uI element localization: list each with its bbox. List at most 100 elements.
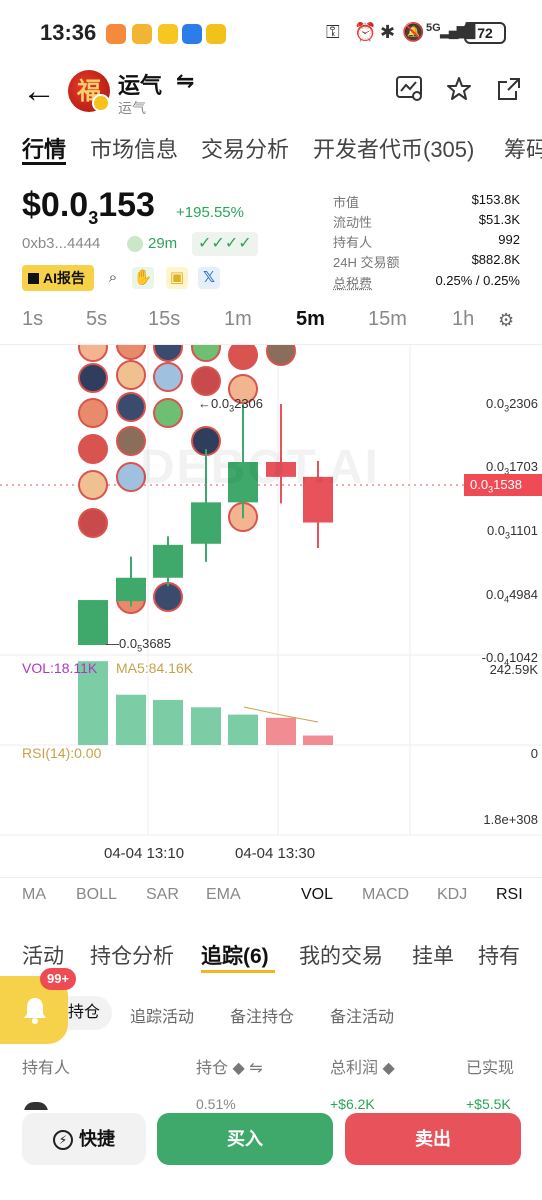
- indicator-sar[interactable]: SAR: [146, 886, 179, 904]
- volume-label: VOL:18.11K: [22, 660, 97, 676]
- column-realized[interactable]: 已实现: [466, 1054, 514, 1078]
- volume-max-label: 242.59K: [490, 662, 538, 677]
- tab-holding-analysis[interactable]: 持仓分析: [90, 940, 174, 970]
- volume-bar: [191, 707, 221, 745]
- bell-icon: [22, 996, 48, 1024]
- tab-underline: [201, 970, 275, 973]
- indicator-vol[interactable]: VOL: [301, 886, 333, 904]
- price-change: +195.55%: [176, 204, 244, 221]
- indicator-kdj[interactable]: KDJ: [437, 886, 467, 904]
- subtab-noted-activity[interactable]: 备注活动: [330, 1003, 394, 1027]
- token-age: 29m: [148, 235, 177, 252]
- indicator-macd[interactable]: MACD: [362, 886, 409, 904]
- hand-icon[interactable]: ✋: [132, 267, 154, 289]
- indicator-ema[interactable]: EMA: [206, 886, 241, 904]
- security-checks[interactable]: ✓✓✓✓: [192, 232, 258, 256]
- chart-share-icon[interactable]: [396, 76, 424, 109]
- app-notification-icon: [132, 24, 152, 44]
- lightning-icon: ⚡: [53, 1130, 73, 1150]
- column-total-profit[interactable]: 总利润 ◆: [330, 1054, 395, 1078]
- quick-trade-button[interactable]: ⚡ 快捷: [22, 1113, 146, 1165]
- trader-avatar: [154, 583, 182, 611]
- token-subname: 运气: [118, 98, 146, 118]
- stat-label[interactable]: 总税费: [333, 273, 372, 292]
- price-chart[interactable]: [0, 345, 542, 875]
- rsi-max-label: 1.8e+308: [483, 812, 538, 827]
- tab-chips[interactable]: 筹码: [504, 132, 542, 164]
- status-bar: 13:36 ⚿ ⏰ ✱ 🔕 5G ▂▄▆█ 72: [0, 0, 542, 68]
- battery-indicator: 72: [464, 22, 506, 44]
- subtab-noted-holdings[interactable]: 备注持仓: [230, 1003, 294, 1027]
- volume-bar: [303, 736, 333, 745]
- interval-1s[interactable]: 1s: [22, 308, 43, 331]
- sell-button[interactable]: 卖出: [345, 1113, 521, 1165]
- volume-bar: [228, 715, 258, 745]
- mute-icon: 🔕: [402, 22, 424, 43]
- indicator-rsi[interactable]: RSI: [496, 886, 523, 904]
- tab-my-trades[interactable]: 我的交易: [299, 940, 383, 970]
- buy-button[interactable]: 买入: [157, 1113, 333, 1165]
- network-label: 5G: [426, 22, 441, 34]
- y-axis-label: 0.032306: [486, 396, 538, 414]
- stat-value: 992: [498, 232, 520, 247]
- search-icon[interactable]: ⌕: [102, 267, 124, 289]
- stat-value: $51.3K: [479, 212, 520, 227]
- notification-badge: 99+: [40, 968, 76, 990]
- stat-label: 流动性: [333, 212, 372, 231]
- column-holder[interactable]: 持有人: [22, 1054, 70, 1078]
- interval-1m[interactable]: 1m: [224, 308, 252, 331]
- chain-badge-icon: [92, 94, 110, 112]
- indicator-boll[interactable]: BOLL: [76, 886, 117, 904]
- interval-5m[interactable]: 5m: [296, 308, 325, 331]
- trader-avatar: [117, 393, 145, 421]
- interval-5s[interactable]: 5s: [86, 308, 107, 331]
- contract-address[interactable]: 0xb3...4444: [22, 235, 100, 252]
- stat-label: 持有人: [333, 232, 372, 251]
- trader-avatar: [117, 361, 145, 389]
- ai-report-button[interactable]: AI报告: [22, 265, 94, 291]
- trader-avatar: [154, 345, 182, 361]
- tab-underline: [22, 162, 66, 165]
- interval-1h[interactable]: 1h: [452, 308, 474, 331]
- ma5-label: MA5:84.16K: [116, 660, 193, 676]
- candle-body: [153, 545, 183, 578]
- indicator-ma[interactable]: MA: [22, 886, 46, 904]
- tab-holdings[interactable]: 持有: [478, 940, 520, 970]
- y-axis-label: 0.044984: [486, 587, 538, 605]
- bluetooth-icon: ✱: [380, 22, 395, 43]
- y-axis-label: 0.031101: [487, 523, 538, 541]
- trader-avatar: [267, 345, 295, 365]
- alarm-icon: ⏰: [354, 22, 376, 43]
- interval-15m[interactable]: 15m: [368, 308, 407, 331]
- stat-label: 24H 交易额: [333, 252, 399, 271]
- subtab-tracking-activity[interactable]: 追踪活动: [130, 1003, 194, 1027]
- column-position[interactable]: 持仓 ◆ ⇋: [196, 1054, 263, 1078]
- share-icon[interactable]: [496, 76, 522, 109]
- stat-label: 市值: [333, 192, 359, 211]
- tab-dev-tokens[interactable]: 开发者代币(305): [313, 132, 474, 164]
- tab-market[interactable]: 行情: [22, 132, 66, 164]
- back-button[interactable]: ←: [22, 74, 56, 108]
- tab-orders[interactable]: 挂单: [412, 940, 454, 970]
- tab-tracking[interactable]: 追踪(6): [201, 940, 269, 970]
- star-icon[interactable]: [446, 76, 472, 109]
- tab-trade-analysis[interactable]: 交易分析: [201, 132, 289, 164]
- high-marker: ←0.032306: [198, 396, 263, 414]
- chart-settings-icon[interactable]: ⚙: [498, 310, 514, 331]
- trader-avatar: [79, 345, 107, 361]
- candle-body: [191, 502, 221, 543]
- current-price-tag: 0.031538: [464, 474, 542, 496]
- swap-icon[interactable]: ⇋: [176, 68, 194, 94]
- x-axis-time-label: 04-04 13:30: [235, 845, 315, 862]
- watermark: DEBOT.AI: [140, 440, 380, 495]
- trader-avatar: [192, 345, 220, 361]
- key-icon: ⚿: [326, 22, 340, 43]
- robot-icon[interactable]: ▣: [166, 267, 188, 289]
- token-name: 运气: [118, 68, 162, 100]
- volume-bar: [116, 695, 146, 745]
- volume-bar: [266, 718, 296, 745]
- x-twitter-icon[interactable]: 𝕏: [198, 267, 220, 289]
- tab-market-info[interactable]: 市场信息: [90, 132, 178, 164]
- tab-activity[interactable]: 活动: [22, 940, 64, 970]
- interval-15s[interactable]: 15s: [148, 308, 180, 331]
